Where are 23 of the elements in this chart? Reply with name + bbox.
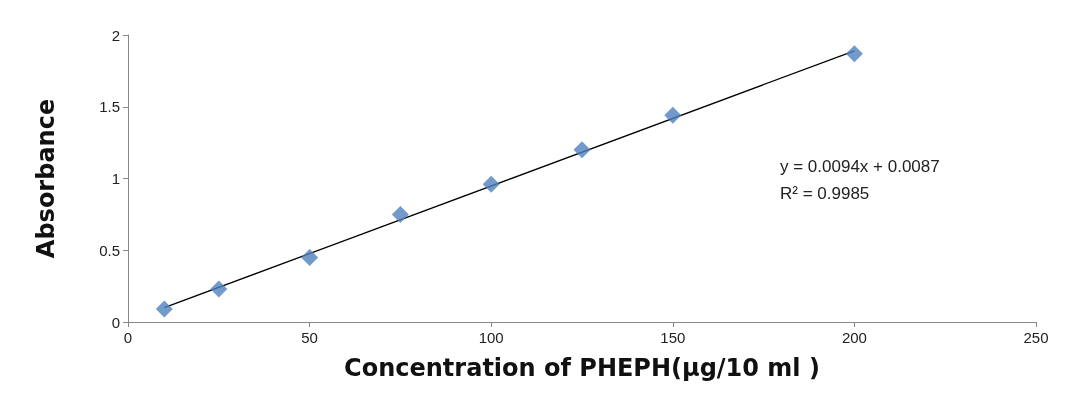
point <box>573 141 591 159</box>
point <box>210 280 228 298</box>
point <box>845 45 863 63</box>
point <box>391 205 409 223</box>
point <box>482 175 500 193</box>
x-tick-label: 250 <box>1023 329 1049 346</box>
x-tick-label: 0 <box>123 329 133 346</box>
point <box>664 106 682 124</box>
annotation: y = 0.0094x + 0.0087 <box>780 157 940 176</box>
x-tick-label: 100 <box>478 329 504 346</box>
x-tick-label: 50 <box>301 329 318 346</box>
y-tick-label: 2 <box>111 26 120 44</box>
y-axis-title: Absorbance <box>32 98 60 259</box>
point <box>301 248 319 266</box>
annotation: R² = 0.9985 <box>780 184 870 203</box>
x-tick-label: 150 <box>660 329 686 346</box>
x-tick-label: 200 <box>841 329 867 346</box>
y-tick-label: 1 <box>111 170 120 187</box>
point <box>155 300 173 318</box>
y-tick-label: 0 <box>111 313 120 331</box>
x-axis-title: Concentration of PHEPH(μg/10 ml ) <box>344 354 820 382</box>
y-tick-label: 1.5 <box>99 98 120 116</box>
y-tick-label: 0.5 <box>99 241 120 259</box>
